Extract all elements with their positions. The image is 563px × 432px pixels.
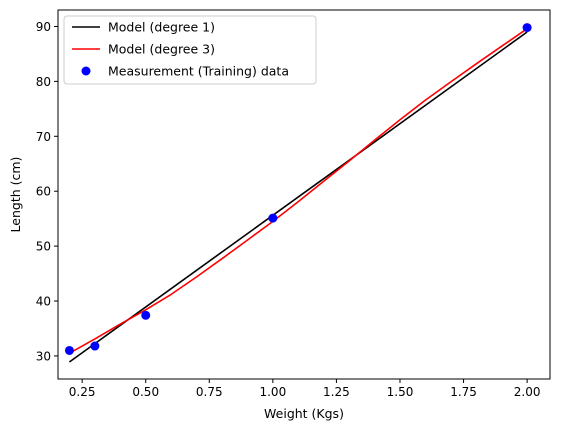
data-point bbox=[268, 213, 278, 223]
y-tick-label: 90 bbox=[36, 20, 51, 34]
legend-label-2: Model (degree 3) bbox=[108, 42, 215, 57]
x-tick-label: 1.75 bbox=[450, 385, 477, 399]
legend-label-3: Measurement (Training) data bbox=[108, 64, 289, 79]
x-tick-label: 2.00 bbox=[514, 385, 541, 399]
x-tick-label: 0.25 bbox=[69, 385, 96, 399]
y-tick-label: 70 bbox=[36, 130, 51, 144]
y-tick-label: 80 bbox=[36, 75, 51, 89]
legend-label-1: Model (degree 1) bbox=[108, 20, 215, 35]
series-line-1 bbox=[68, 31, 528, 363]
legend-swatch-3 bbox=[81, 66, 91, 76]
x-axis-label: Weight (Kgs) bbox=[264, 406, 344, 421]
plot-frame bbox=[57, 9, 551, 380]
series-line-2 bbox=[69, 28, 528, 354]
data-point bbox=[90, 341, 100, 351]
y-axis-label: Length (cm) bbox=[8, 157, 23, 233]
data-point bbox=[522, 23, 532, 33]
x-tick-label: 0.75 bbox=[196, 385, 223, 399]
data-point bbox=[141, 310, 151, 320]
series-layer bbox=[64, 23, 532, 363]
x-axis-ticks: 0.25 0.50 0.75 1.00 1.25 1.50 1.75 2.00 bbox=[69, 379, 541, 399]
x-tick-label: 1.50 bbox=[387, 385, 414, 399]
data-point bbox=[64, 345, 74, 355]
legend: Model (degree 1) Model (degree 3) Measurem… bbox=[63, 15, 317, 85]
x-tick-label: 0.50 bbox=[132, 385, 159, 399]
y-tick-label: 40 bbox=[36, 295, 51, 309]
legend-box bbox=[63, 15, 317, 85]
x-tick-label: 1.25 bbox=[323, 385, 350, 399]
y-tick-label: 60 bbox=[36, 185, 51, 199]
x-tick-label: 1.00 bbox=[259, 385, 286, 399]
y-tick-label: 50 bbox=[36, 240, 51, 254]
y-tick-label: 30 bbox=[36, 349, 51, 363]
y-axis-ticks: 30 40 50 60 70 80 90 bbox=[36, 20, 58, 363]
